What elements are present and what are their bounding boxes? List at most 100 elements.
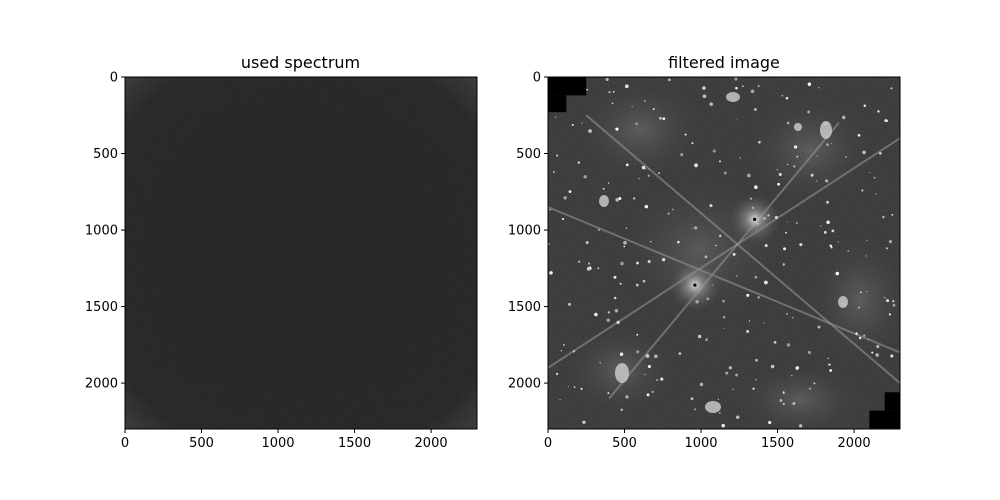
- star-point: [757, 85, 760, 88]
- star-point: [620, 408, 623, 412]
- star-point: [658, 172, 660, 174]
- star-point: [702, 94, 707, 99]
- star-point: [571, 124, 574, 126]
- star-point: [605, 77, 609, 82]
- star-point: [599, 362, 601, 364]
- star-point: [786, 343, 791, 347]
- star-point: [786, 221, 788, 223]
- star-point: [829, 369, 833, 372]
- star-point: [612, 90, 615, 93]
- star-point: [619, 282, 622, 285]
- star-point: [807, 82, 812, 87]
- star-point: [779, 399, 783, 402]
- star-point: [732, 388, 734, 391]
- star-point: [702, 86, 706, 90]
- star-point: [783, 247, 786, 251]
- star-point: [712, 149, 716, 153]
- star-point: [647, 174, 650, 177]
- panel-title: filtered image: [668, 53, 780, 72]
- star-point: [878, 151, 882, 155]
- star-point: [625, 227, 628, 229]
- star-point: [857, 133, 861, 137]
- star-point: [555, 154, 559, 157]
- star-point: [892, 300, 895, 303]
- star-point: [755, 358, 758, 362]
- y-tick-label: 0: [110, 71, 118, 86]
- star-point: [644, 204, 649, 209]
- star-point: [862, 150, 866, 155]
- star-point: [823, 230, 827, 234]
- axis-ticks: 0 500 1000 1500 2000 0 500 1000 1500 2000: [85, 71, 448, 452]
- star-point: [561, 217, 565, 221]
- axis-ticks: 0 500 1000 1500 2000 0 500 1000 1500 2000: [508, 71, 871, 452]
- masked-region: [548, 77, 587, 96]
- star-point: [753, 107, 757, 111]
- star-point: [826, 200, 829, 204]
- star-point: [828, 363, 831, 366]
- y-tick-label: 500: [516, 147, 541, 162]
- star-point: [680, 153, 684, 157]
- star-point: [644, 100, 646, 102]
- star-point: [728, 366, 732, 370]
- star-point: [830, 246, 833, 249]
- star-point: [587, 262, 591, 265]
- star-point: [875, 193, 877, 195]
- star-point: [723, 327, 725, 329]
- y-tick-label: 1500: [508, 300, 541, 315]
- star-point: [697, 334, 702, 339]
- star-point: [722, 299, 725, 303]
- star-point: [563, 196, 567, 200]
- star-point: [647, 260, 651, 264]
- star-point: [869, 172, 871, 174]
- star-point: [607, 182, 610, 184]
- bright-source-core: [693, 283, 697, 287]
- masked-region: [869, 410, 900, 429]
- galaxy: [726, 92, 740, 102]
- star-point: [773, 341, 777, 344]
- star-point: [597, 267, 600, 270]
- star-point: [763, 322, 765, 324]
- star-point: [885, 247, 888, 250]
- star-point: [768, 420, 772, 425]
- star-point: [647, 364, 651, 368]
- star-point: [735, 415, 740, 419]
- star-point: [795, 366, 799, 370]
- star-point: [618, 196, 622, 200]
- star-point: [678, 352, 682, 355]
- x-tick-label: 1500: [761, 436, 794, 451]
- galaxy: [705, 401, 721, 413]
- diffraction-spikes: [548, 114, 900, 400]
- star-point: [650, 240, 652, 243]
- star-point: [732, 252, 736, 256]
- star-point: [651, 390, 654, 394]
- star-point: [559, 398, 561, 401]
- star-point: [586, 88, 588, 91]
- star-point: [764, 244, 768, 248]
- star-point: [764, 280, 768, 285]
- masked-region: [548, 95, 567, 113]
- star-point: [786, 313, 788, 315]
- star-point: [625, 163, 629, 167]
- star-point: [876, 344, 880, 349]
- star-point: [616, 320, 620, 325]
- star-point: [807, 110, 811, 114]
- star-point: [662, 117, 666, 121]
- background-sources: [548, 77, 898, 428]
- star-point: [799, 424, 803, 428]
- star-point: [796, 155, 799, 158]
- star-point: [585, 241, 589, 245]
- star-point: [884, 296, 886, 299]
- star-point: [735, 86, 738, 90]
- star-point: [719, 160, 721, 163]
- star-point: [623, 245, 626, 248]
- star-point: [825, 179, 829, 183]
- x-tick-label: 0: [544, 436, 552, 451]
- star-point: [858, 336, 862, 340]
- star-point: [636, 333, 639, 336]
- star-point: [694, 408, 697, 411]
- star-point: [709, 102, 714, 106]
- star-point: [860, 291, 862, 294]
- star-point: [549, 271, 553, 275]
- star-point: [597, 228, 601, 231]
